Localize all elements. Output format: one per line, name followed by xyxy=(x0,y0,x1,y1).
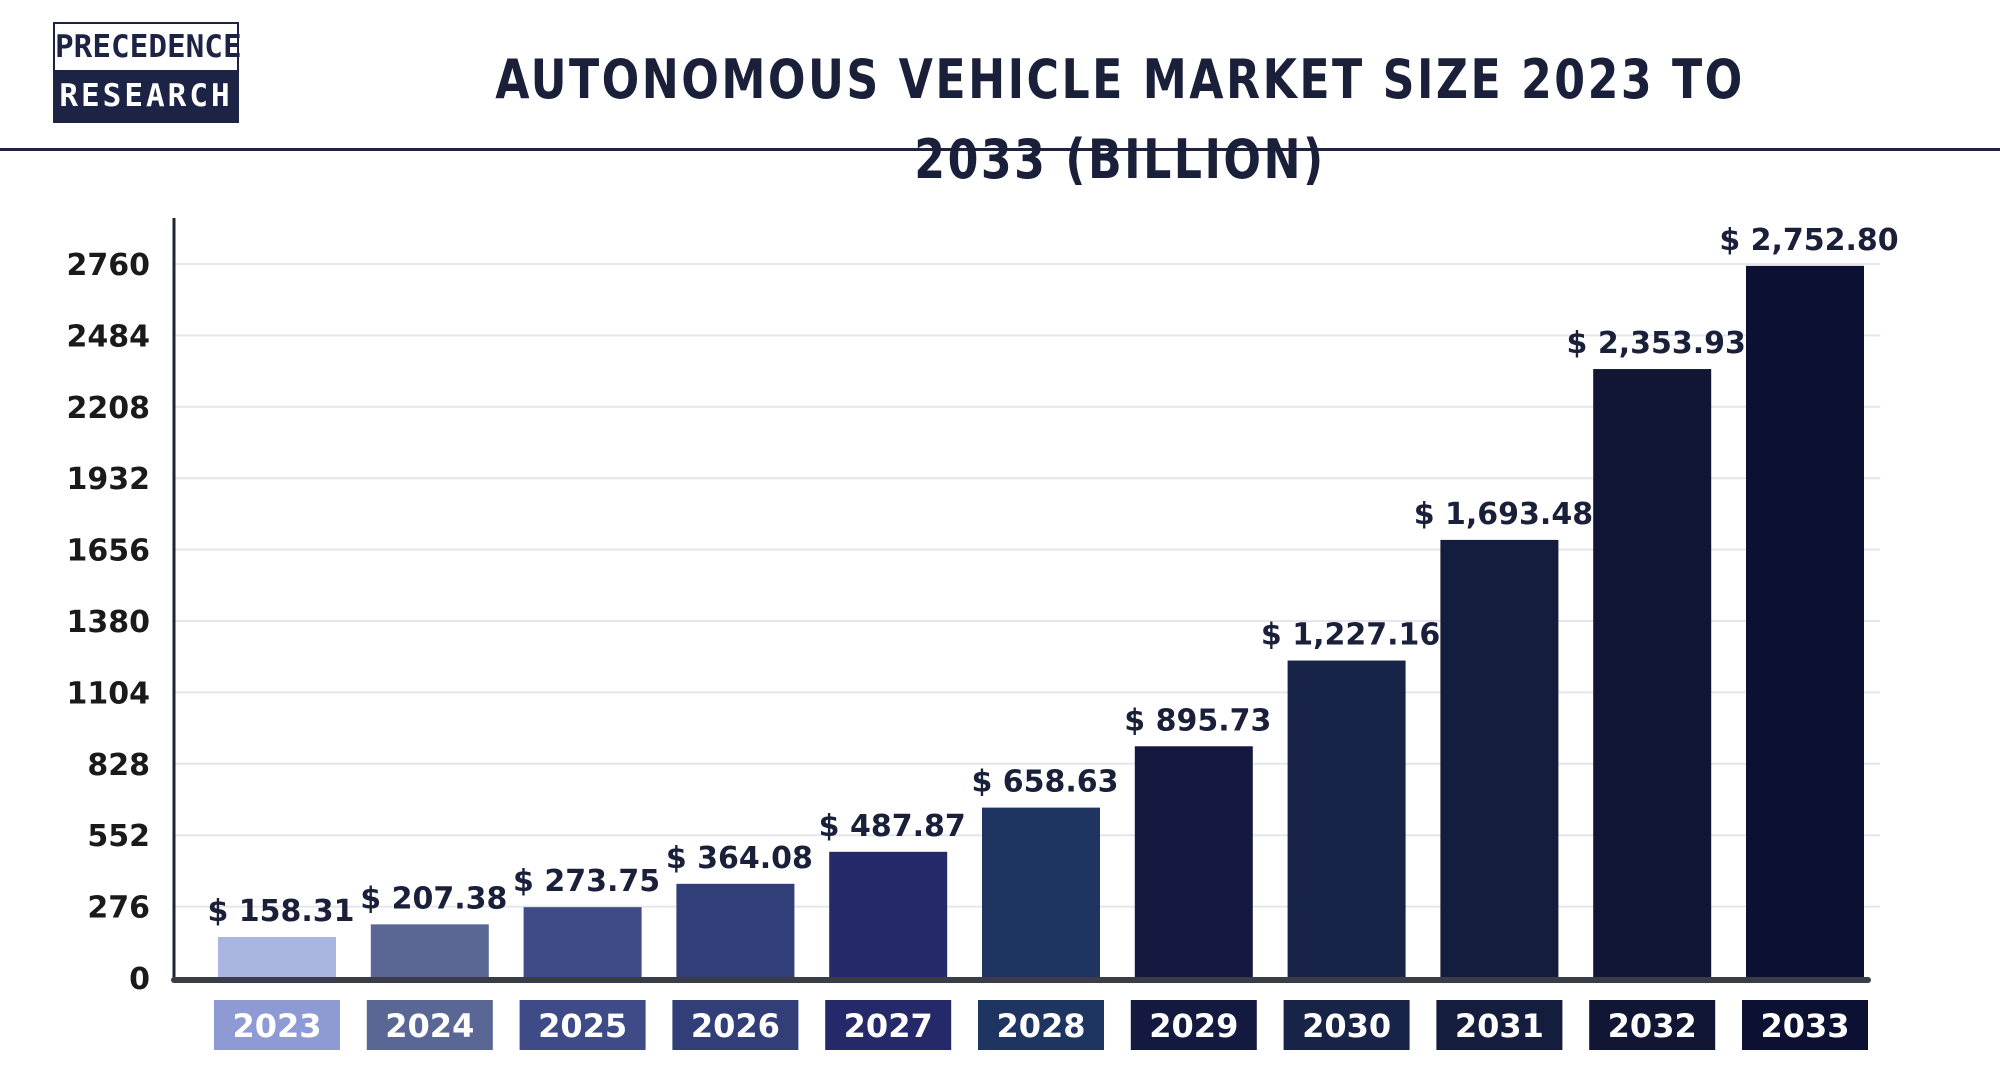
category-label: 2030 xyxy=(1302,1007,1391,1045)
category-label-box xyxy=(1436,1000,1563,1050)
category-label: 2033 xyxy=(1760,1007,1849,1045)
header: PRECEDENCE RESEARCH AUTONOMOUS VEHICLE M… xyxy=(0,0,2000,191)
category-label-box xyxy=(672,1000,799,1050)
category-label: 2025 xyxy=(538,1007,627,1045)
y-tick-label: 828 xyxy=(87,748,150,783)
bar xyxy=(523,907,642,978)
y-tick-label: 2208 xyxy=(67,391,151,426)
y-tick-label: 2760 xyxy=(67,248,151,283)
y-tick-label: 1656 xyxy=(67,534,151,569)
bars xyxy=(218,265,1864,978)
category-label-box xyxy=(825,1000,952,1050)
axes xyxy=(171,218,1871,983)
category-label-box xyxy=(214,1000,340,1050)
value-label: $ 1,227.16 xyxy=(1261,618,1440,653)
category-label-box xyxy=(1742,1000,1868,1050)
bar xyxy=(1746,265,1864,978)
category-label: 2026 xyxy=(691,1007,780,1045)
bar xyxy=(676,883,795,978)
value-labels: $ 158.31 $ 207.38 $ 273.75$ 364.08$ 487.87… xyxy=(207,223,1898,929)
value-label: $ 1,693.48 xyxy=(1414,497,1593,532)
bar xyxy=(1287,660,1406,978)
gridlines xyxy=(174,263,1880,908)
value-label: $ 207.38 xyxy=(360,881,507,916)
value-label: $ 273.75 xyxy=(513,864,660,899)
y-tick-label: 1932 xyxy=(67,462,151,497)
category-label: 2029 xyxy=(1149,1007,1238,1045)
y-tick-label: 552 xyxy=(87,819,150,854)
logo-top-text: PRECEDENCE xyxy=(55,24,242,70)
y-axis-ticks: 0 276 552 828 1104 1380 1656 1932 2208 2484 2760 xyxy=(67,248,151,997)
value-label: $ 658.63 xyxy=(971,765,1118,800)
category-label-box xyxy=(519,1000,646,1050)
bar xyxy=(1593,369,1712,978)
category-label-box xyxy=(366,1000,493,1050)
value-label: $ 895.73 xyxy=(1124,703,1271,738)
category-label-box xyxy=(1283,1000,1410,1050)
bar xyxy=(982,807,1100,978)
y-tick-label: 2484 xyxy=(67,319,151,354)
category-label: 2028 xyxy=(996,1007,1085,1045)
value-label: $ 2,353.93 xyxy=(1567,326,1746,361)
y-tick-label: 1380 xyxy=(67,605,151,640)
category-label-box xyxy=(1589,1000,1716,1050)
value-label: $ 487.87 xyxy=(819,809,966,844)
category-labels: 2023 2024 2025 2026 2027 2028 2029 2030 2031 2032… xyxy=(214,1000,1868,1050)
category-label: 2023 xyxy=(232,1007,321,1045)
category-label: 2032 xyxy=(1608,1007,1697,1045)
bar xyxy=(1440,539,1559,978)
value-label: $ 2,752.80 xyxy=(1719,223,1898,258)
value-label: $ 158.31 xyxy=(207,894,354,929)
category-label-box xyxy=(1130,1000,1257,1050)
bar xyxy=(218,937,336,978)
value-label: $ 364.08 xyxy=(666,841,813,876)
category-label: 2031 xyxy=(1455,1007,1544,1045)
category-label-box xyxy=(978,1000,1104,1050)
precedence-research-logo: PRECEDENCE RESEARCH xyxy=(53,22,242,123)
category-label: 2024 xyxy=(385,1007,474,1045)
bar xyxy=(829,851,948,978)
y-tick-label: 1104 xyxy=(67,676,151,711)
chart-title: AUTONOMOUS VEHICLE MARKET SIZE 2023 TO 2… xyxy=(495,48,1745,191)
y-tick-label: 276 xyxy=(87,891,150,926)
bar xyxy=(1134,746,1253,978)
y-tick-label: 0 xyxy=(129,962,150,997)
logo-bottom-text: RESEARCH xyxy=(55,70,237,123)
bar xyxy=(370,924,489,978)
category-label: 2027 xyxy=(844,1007,933,1045)
bar-chart: 0 276 552 828 1104 1380 1656 1932 2208 2484 2760 $… xyxy=(67,218,1899,1050)
